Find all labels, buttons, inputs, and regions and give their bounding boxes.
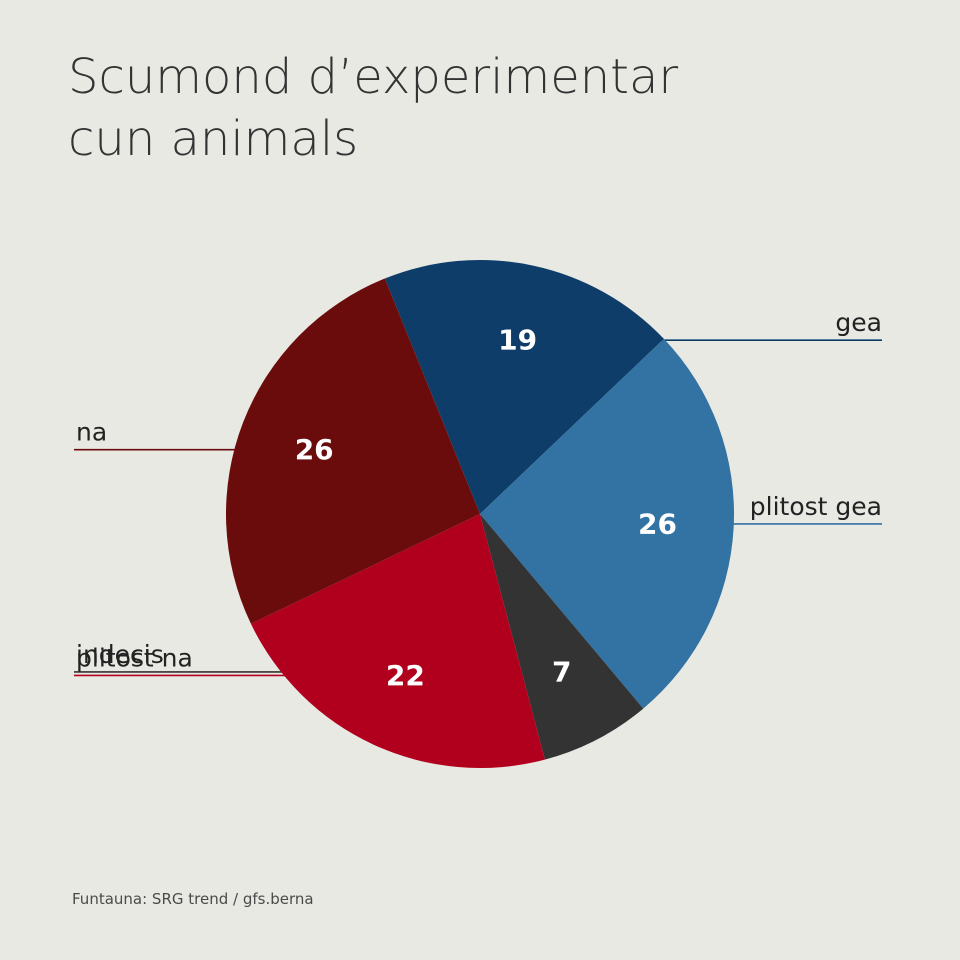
value-label-indecis: 7 — [552, 655, 571, 688]
slice-gea — [384, 260, 664, 514]
pie-slices — [225, 260, 735, 768]
chart-title-line-2: cun animals — [68, 111, 359, 167]
category-label-indecis: indecis — [76, 640, 164, 669]
slice-indecis — [480, 514, 644, 760]
category-label-na: na — [76, 418, 107, 447]
value-label-gea: 19 — [498, 324, 537, 357]
chart-title: Scumond d’experimentar cun animals — [68, 46, 888, 170]
value-label-plitost-na: 22 — [386, 659, 425, 692]
slice-plitost-gea — [480, 338, 735, 709]
slice-values: 19 26 7 22 26 — [295, 324, 677, 692]
slice-na — [225, 278, 480, 624]
chart-title-line-1: Scumond d’experimentar — [68, 49, 679, 105]
category-label-gea: gea — [835, 308, 882, 337]
category-label-plitost-gea: plitost gea — [750, 492, 882, 521]
source-note: Funtauna: SRG trend / gfs.berna — [72, 890, 314, 908]
slice-plitost-na — [250, 514, 545, 768]
category-label-plitost-na: plitost na — [76, 643, 193, 672]
value-label-plitost-gea: 26 — [638, 507, 677, 540]
value-label-na: 26 — [295, 433, 334, 466]
